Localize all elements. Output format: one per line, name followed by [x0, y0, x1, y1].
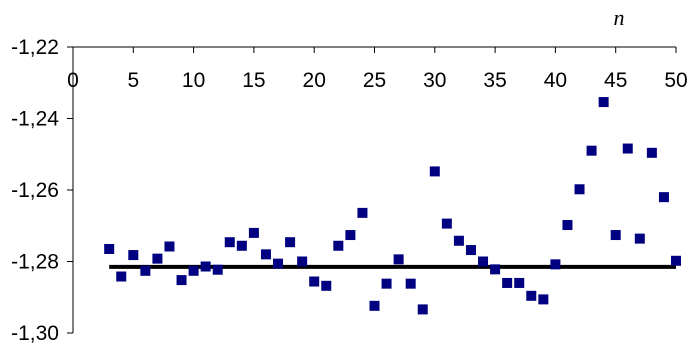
x-tick-label: 15 — [242, 69, 265, 92]
x-tick-label: 35 — [483, 69, 506, 92]
data-point — [164, 241, 175, 252]
data-point — [152, 253, 163, 264]
data-point — [321, 280, 332, 291]
x-tick-label: 50 — [664, 69, 687, 92]
x-tick-label: 30 — [423, 69, 446, 92]
data-point — [671, 255, 681, 266]
data-point — [441, 218, 452, 229]
x-tick-label: 20 — [303, 69, 326, 92]
data-point — [514, 277, 525, 288]
data-point — [140, 265, 151, 276]
y-tick-label: -1,22 — [11, 36, 59, 59]
data-point — [273, 258, 284, 269]
data-point — [610, 230, 621, 241]
x-ticks: 0 5 10 15 20 25 30 35 40 45 50 — [67, 47, 688, 92]
data-point — [562, 220, 573, 231]
data-point — [574, 184, 585, 195]
data-point — [309, 276, 320, 287]
data-point — [212, 264, 223, 275]
data-point — [502, 277, 513, 288]
data-point — [297, 256, 308, 267]
data-point — [176, 275, 187, 286]
data-point — [598, 97, 609, 108]
data-point — [490, 264, 501, 275]
data-points — [104, 97, 681, 315]
x-tick-label: 0 — [67, 69, 79, 92]
data-point — [369, 300, 380, 311]
data-point — [128, 250, 139, 261]
data-point — [465, 245, 476, 256]
y-tick-label: -1,26 — [11, 179, 59, 202]
data-point — [429, 166, 440, 177]
x-tick-label: 5 — [127, 69, 139, 92]
data-point — [345, 230, 356, 241]
data-point — [646, 147, 657, 158]
data-point — [116, 271, 127, 282]
data-point — [658, 192, 669, 203]
data-point — [550, 259, 561, 270]
data-point — [478, 256, 489, 267]
data-point — [381, 278, 392, 289]
data-point — [538, 294, 549, 305]
x-tick-label: 45 — [604, 69, 627, 92]
y-ticks: -1,22 -1,24 -1,26 -1,28 -1,30 — [11, 36, 73, 345]
data-point — [248, 227, 259, 238]
data-point — [405, 278, 416, 289]
data-point — [104, 243, 115, 254]
data-point — [260, 249, 271, 260]
data-point — [333, 240, 344, 251]
data-point — [285, 237, 296, 248]
y-tick-label: -1,30 — [11, 322, 59, 345]
data-point — [200, 261, 211, 272]
data-point — [393, 254, 404, 265]
data-point — [236, 240, 247, 251]
data-point — [634, 233, 645, 244]
x-tick-label: 10 — [182, 69, 205, 92]
data-point — [586, 145, 597, 156]
x-axis-label: n — [614, 5, 625, 30]
x-tick-label: 25 — [363, 69, 386, 92]
data-point — [417, 304, 428, 315]
data-point — [526, 290, 537, 301]
data-point — [453, 235, 464, 246]
y-tick-label: -1,24 — [11, 108, 59, 131]
data-point — [224, 237, 235, 248]
y-tick-label: -1,28 — [11, 251, 59, 274]
data-point — [357, 207, 368, 218]
x-tick-label: 40 — [544, 69, 567, 92]
data-point — [188, 265, 199, 276]
data-point — [622, 143, 633, 154]
